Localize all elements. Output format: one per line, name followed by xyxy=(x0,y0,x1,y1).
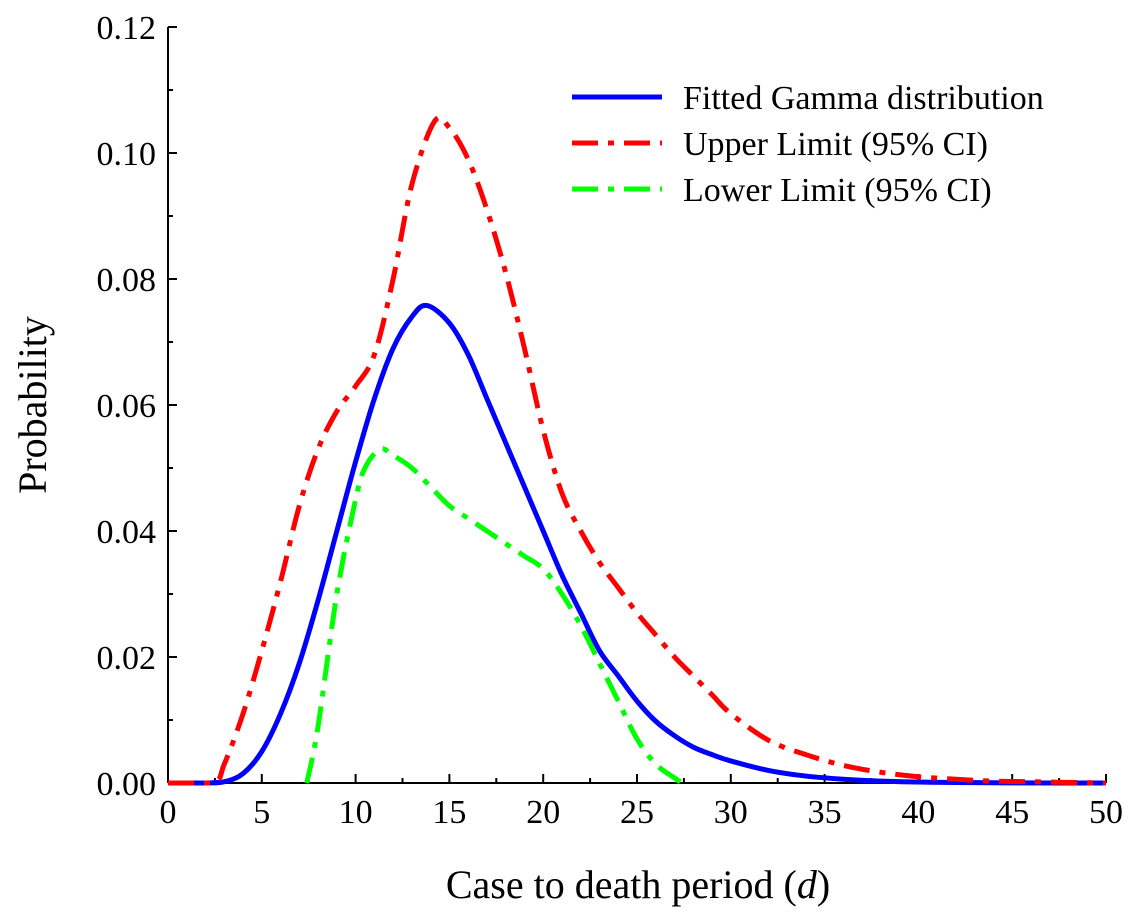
x-axis-title: Case to death period (d) xyxy=(446,862,830,907)
x-tick-label: 0 xyxy=(160,794,177,831)
x-tick-label: 50 xyxy=(1089,794,1123,831)
x-tick-label: 15 xyxy=(432,794,466,831)
y-tick-label: 0.10 xyxy=(97,136,157,173)
series-line-lower-limit-95-ci xyxy=(304,446,684,786)
x-tick-label: 20 xyxy=(526,794,560,831)
x-tick-label: 45 xyxy=(995,794,1029,831)
legend-label-fitted-gamma-distribution: Fitted Gamma distribution xyxy=(683,80,1044,117)
legend-label-upper-limit-95-ci: Upper Limit (95% CI) xyxy=(683,126,988,163)
y-axis-title: Probability xyxy=(10,316,55,494)
x-axis-title-main: Case to death period ( xyxy=(446,862,797,907)
x-tick-label: 10 xyxy=(339,794,373,831)
x-tick-label: 35 xyxy=(808,794,842,831)
x-tick-label: 30 xyxy=(714,794,748,831)
tick-labels: 0 5 10 15 20 25 30 35 40 45 50 0.00 0.02 0.04 0.06 0.08… xyxy=(97,10,1124,831)
x-tick-label: 40 xyxy=(901,794,935,831)
y-tick-label: 0.12 xyxy=(97,10,157,47)
series-line-upper-limit-95-ci xyxy=(167,115,1107,786)
series-line-fitted-gamma-distribution xyxy=(167,302,1107,786)
x-axis-title-close: ) xyxy=(817,862,830,907)
y-tick-label: 0.02 xyxy=(97,640,157,677)
x-axis-title-italic: d xyxy=(797,862,818,907)
y-tick-label: 0.06 xyxy=(97,388,157,425)
x-tick-label: 5 xyxy=(253,794,270,831)
legend-label-lower-limit-95-ci: Lower Limit (95% CI) xyxy=(683,172,992,209)
legend: Fitted Gamma distribution Upper Limit (95… xyxy=(572,80,1044,209)
y-tick-label: 0.00 xyxy=(97,766,157,803)
y-tick-label: 0.04 xyxy=(97,514,157,551)
series-lines xyxy=(167,115,1107,786)
x-tick-label: 25 xyxy=(620,794,654,831)
y-tick-label: 0.08 xyxy=(97,262,157,299)
